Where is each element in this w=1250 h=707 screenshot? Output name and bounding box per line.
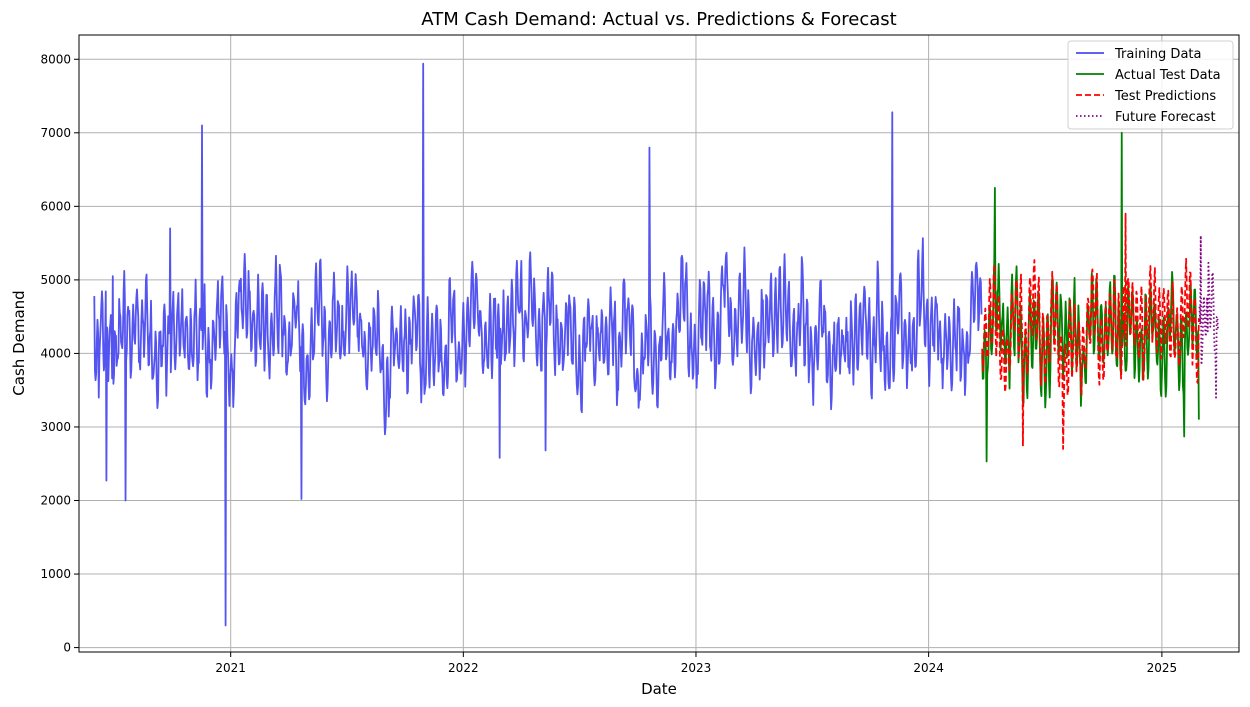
- y-axis-label: Cash Demand: [10, 290, 28, 395]
- legend-label: Training Data: [1114, 47, 1201, 62]
- ticks: 2021 2022 2023 2024 2025 0 1000 2000 3000 4000 500…: [40, 52, 1177, 675]
- series-line-training-data: [93, 62, 983, 627]
- x-tick-label: 2023: [681, 661, 712, 675]
- y-tick-label: 1000: [40, 567, 71, 581]
- y-tick-label: 2000: [40, 494, 71, 508]
- y-tick-label: 7000: [40, 126, 71, 140]
- x-tick-label: 2022: [448, 661, 479, 675]
- x-tick-label: 2025: [1147, 661, 1178, 675]
- x-tick-label: 2024: [913, 661, 944, 675]
- y-tick-label: 8000: [40, 52, 71, 66]
- legend-label: Test Predictions: [1114, 89, 1216, 104]
- legend: Training Data Actual Test Data Test Predic…: [1067, 40, 1234, 130]
- y-tick-label: 5000: [40, 273, 71, 287]
- y-tick-label: 0: [63, 641, 71, 655]
- series-line-test-predictions: [981, 212, 1200, 450]
- series-layer: [93, 62, 1219, 627]
- chart-title: ATM Cash Demand: Actual vs. Predictions …: [421, 9, 896, 30]
- y-tick-label: 4000: [40, 346, 71, 360]
- legend-label: Future Forecast: [1115, 110, 1216, 125]
- x-tick-label: 2021: [215, 661, 246, 675]
- plot-frame: [78, 34, 1240, 653]
- y-tick-label: 3000: [40, 420, 71, 434]
- x-axis-label: Date: [641, 680, 677, 698]
- series-line-future-forecast: [1198, 234, 1219, 399]
- y-tick-label: 6000: [40, 199, 71, 213]
- legend-box: [1067, 40, 1234, 130]
- legend-label: Actual Test Data: [1115, 68, 1221, 83]
